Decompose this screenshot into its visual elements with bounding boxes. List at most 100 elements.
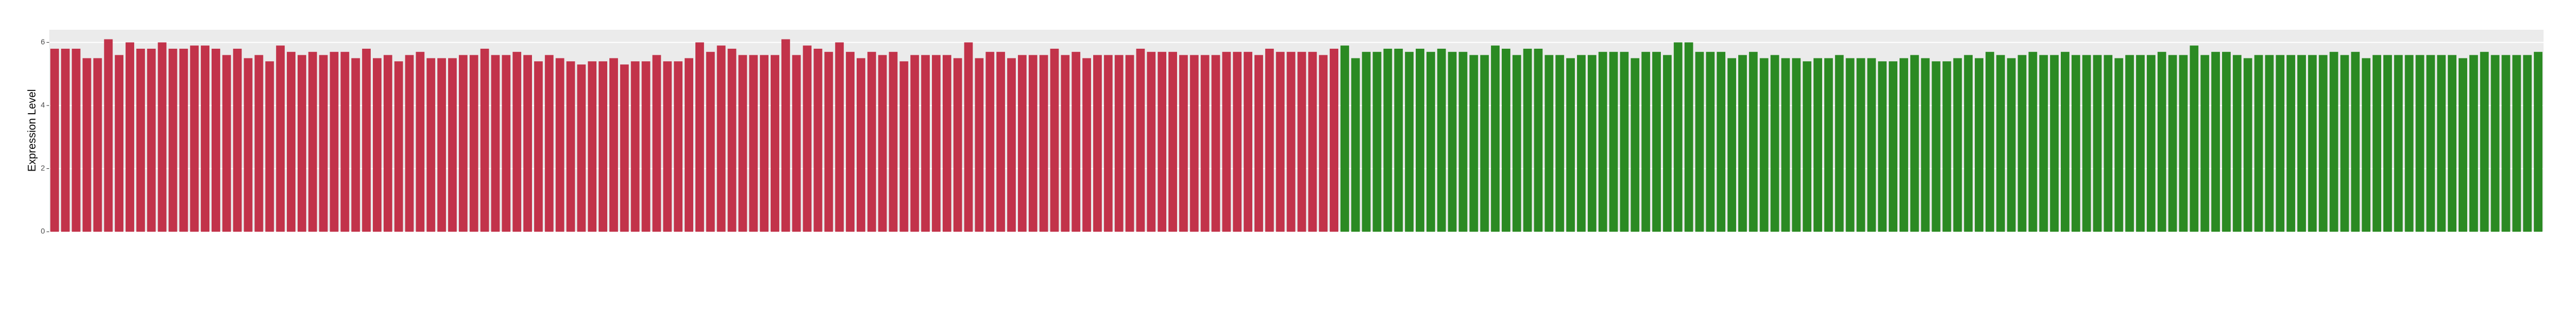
bar xyxy=(383,55,392,232)
y-tick-label: 2 xyxy=(41,163,45,172)
bar xyxy=(1781,58,1790,232)
bar xyxy=(1222,51,1231,232)
bar xyxy=(1620,51,1629,232)
bar xyxy=(588,61,597,232)
bar xyxy=(2028,51,2038,232)
bar xyxy=(749,55,758,232)
bar xyxy=(1900,58,1908,232)
bar xyxy=(1501,48,1510,232)
bar xyxy=(1017,55,1027,232)
bar xyxy=(2222,51,2231,232)
bar xyxy=(878,55,887,232)
bar xyxy=(1609,51,1618,232)
bar xyxy=(71,48,81,232)
bar xyxy=(1770,55,1779,232)
bar xyxy=(685,58,693,232)
bar xyxy=(340,51,350,232)
bar xyxy=(351,58,360,232)
bar xyxy=(448,58,457,232)
bar xyxy=(523,55,533,232)
bar xyxy=(620,64,629,232)
bar xyxy=(2104,55,2113,232)
bar xyxy=(867,51,876,232)
bar xyxy=(2114,58,2124,232)
bar xyxy=(362,48,371,232)
bar xyxy=(1577,55,1586,232)
bar xyxy=(717,45,726,232)
bar xyxy=(985,51,995,232)
bar xyxy=(630,61,640,232)
bar xyxy=(147,48,156,232)
bar xyxy=(104,39,113,232)
bar xyxy=(1717,51,1726,232)
bar xyxy=(2082,55,2091,232)
bar xyxy=(921,55,930,232)
bar xyxy=(1867,58,1876,232)
bar xyxy=(136,48,145,232)
bar xyxy=(1233,51,1242,232)
bar xyxy=(1985,51,1994,232)
bar xyxy=(157,42,167,232)
bar xyxy=(1684,42,1693,232)
bar xyxy=(1996,55,2005,232)
bar xyxy=(1179,55,1188,232)
bar xyxy=(1835,55,1844,232)
y-tick-label: 0 xyxy=(41,227,45,236)
bar xyxy=(1587,55,1596,232)
bar xyxy=(1125,55,1134,232)
bar xyxy=(1845,58,1855,232)
bar xyxy=(824,51,833,232)
bar xyxy=(233,48,242,232)
bar xyxy=(1297,51,1306,232)
bar xyxy=(813,48,823,232)
bar xyxy=(2071,55,2080,232)
bar xyxy=(555,58,564,232)
bar xyxy=(803,45,812,232)
bar xyxy=(1631,58,1640,232)
y-axis-label: Expression Level xyxy=(26,89,38,172)
bar xyxy=(2125,55,2134,232)
bar xyxy=(781,39,790,232)
bar xyxy=(1448,51,1457,232)
bar xyxy=(674,61,683,232)
bar xyxy=(179,48,188,232)
bar xyxy=(372,58,382,232)
bar xyxy=(534,61,543,232)
bar xyxy=(942,55,951,232)
bar xyxy=(1103,55,1113,232)
bar xyxy=(1351,58,1360,232)
bar xyxy=(2480,51,2489,232)
bar xyxy=(1878,61,1887,232)
bar xyxy=(2200,55,2210,232)
bar xyxy=(405,55,414,232)
bar xyxy=(544,55,554,232)
bar xyxy=(899,61,909,232)
bar xyxy=(126,42,134,232)
bar xyxy=(1889,61,1898,232)
bar xyxy=(2437,55,2446,232)
bar xyxy=(1975,58,1983,232)
bar xyxy=(1426,51,1435,232)
bar xyxy=(932,55,941,232)
bar xyxy=(2448,55,2457,232)
bar xyxy=(2415,55,2424,232)
bar xyxy=(1394,48,1403,232)
bar xyxy=(190,45,199,232)
bar xyxy=(1082,58,1092,232)
bar xyxy=(512,51,522,232)
bar xyxy=(1652,51,1661,232)
bar xyxy=(706,51,715,232)
bar xyxy=(1147,51,1156,232)
bar xyxy=(93,58,102,232)
bar xyxy=(254,55,264,232)
bar xyxy=(2394,55,2403,232)
bar xyxy=(1931,61,1941,232)
bar xyxy=(1200,55,1210,232)
bar xyxy=(287,51,295,232)
bar xyxy=(2136,55,2145,232)
bar xyxy=(1362,51,1371,232)
bar xyxy=(771,55,779,232)
bar xyxy=(1953,58,1962,232)
bar xyxy=(599,61,608,232)
bar xyxy=(566,61,575,232)
